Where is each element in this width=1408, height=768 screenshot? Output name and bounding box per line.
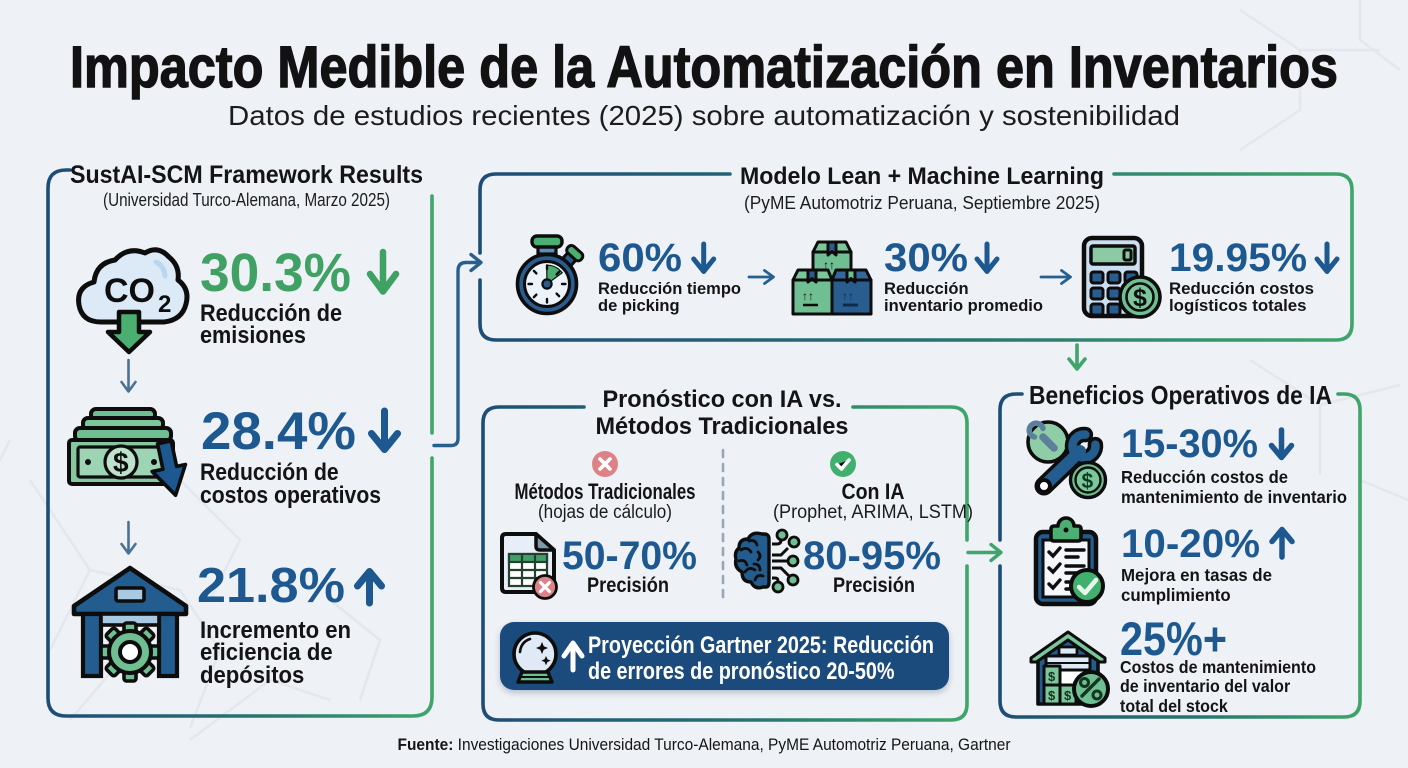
svg-text:$: $ [1133,284,1147,312]
svg-text:CO: CO [104,272,155,310]
svg-text:$: $ [1064,688,1072,703]
svg-text:↑↑: ↑↑ [802,289,814,303]
svg-text:2: 2 [158,291,171,318]
svg-text:↑↑: ↑↑ [823,258,835,272]
svg-text:↑↑: ↑↑ [842,289,854,303]
svg-text:$: $ [1082,470,1094,493]
svg-text:$: $ [113,447,129,478]
svg-text:$: $ [1048,669,1056,684]
svg-text:$: $ [1048,688,1056,703]
